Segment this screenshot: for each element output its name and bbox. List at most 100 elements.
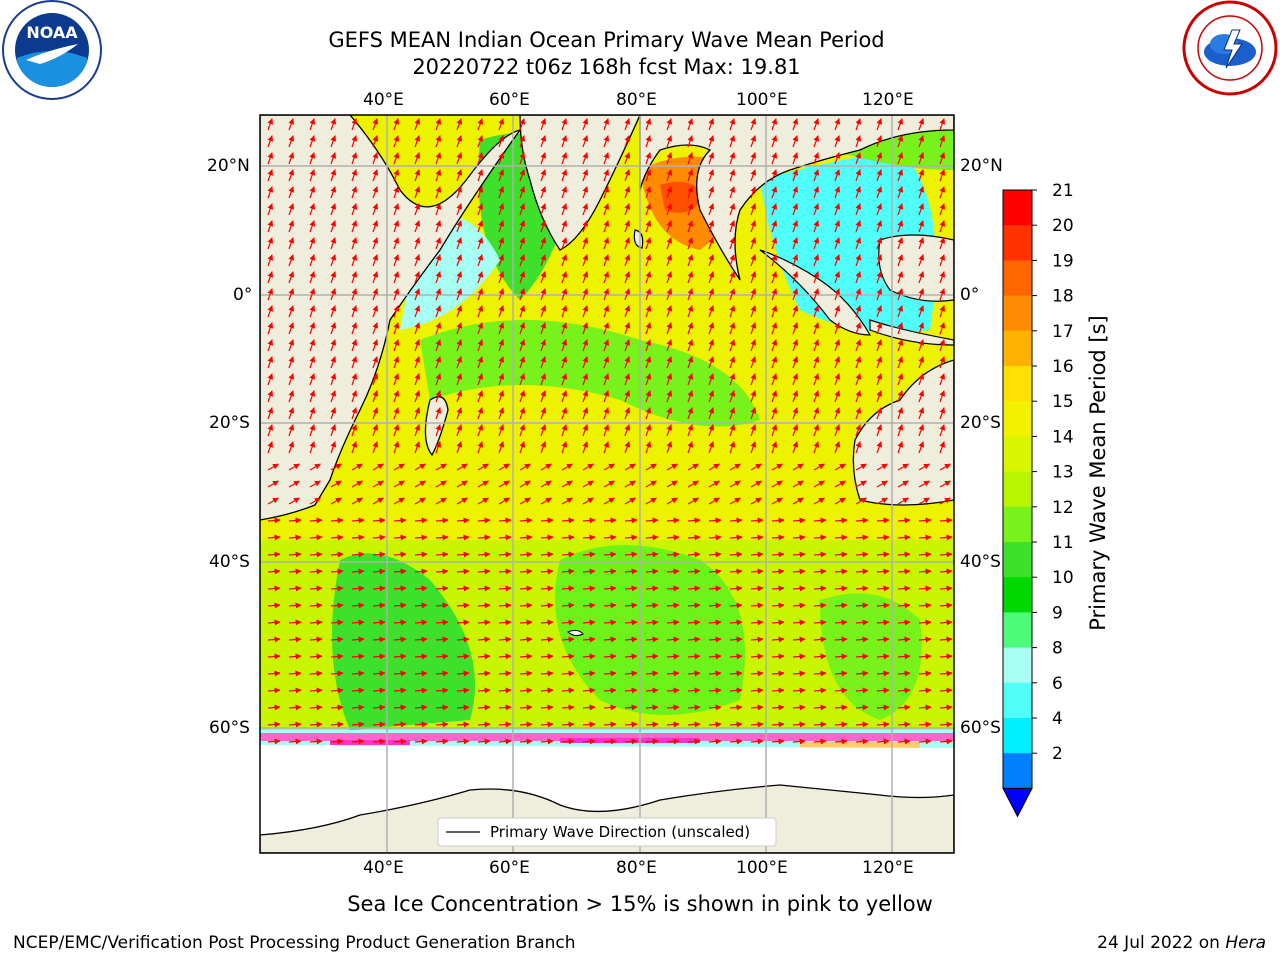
footer-date: 24 Jul 2022 on Hera <box>1097 933 1266 953</box>
wave-direction-arrow <box>918 237 925 250</box>
wave-direction-arrow <box>435 254 442 267</box>
wave-direction-arrow <box>519 339 526 352</box>
bottom-lon-tick-120e: 120°E <box>862 858 914 878</box>
wave-direction-arrow <box>855 585 869 592</box>
wave-direction-arrow <box>603 480 615 488</box>
wave-direction-arrow <box>435 186 442 199</box>
wave-direction-arrow <box>540 441 547 454</box>
wave-direction-arrow <box>834 203 841 216</box>
wave-direction-arrow <box>939 407 946 420</box>
colorbar-tick-label: 15 <box>1052 392 1074 412</box>
wave-direction-arrow <box>414 152 421 165</box>
wave-direction-arrow <box>645 390 652 403</box>
wave-direction-arrow <box>687 220 694 233</box>
wave-direction-arrow <box>519 186 526 199</box>
wave-direction-arrow <box>750 480 762 488</box>
wave-direction-arrow <box>519 118 526 131</box>
wave-direction-arrow <box>813 118 820 131</box>
wave-direction-arrow <box>876 390 883 403</box>
wave-direction-arrow <box>939 118 946 131</box>
wave-direction-arrow <box>603 636 617 643</box>
wave-direction-arrow <box>498 220 505 233</box>
wave-direction-arrow <box>288 568 302 575</box>
wave-direction-arrow <box>288 390 295 403</box>
wave-direction-arrow <box>834 356 841 369</box>
wave-direction-arrow <box>813 186 820 199</box>
wave-direction-arrow <box>687 407 694 420</box>
wave-direction-arrow <box>330 480 342 488</box>
wave-direction-arrow <box>750 271 757 284</box>
wave-direction-arrow <box>582 152 589 165</box>
wave-direction-arrow <box>372 551 386 558</box>
wave-direction-arrow <box>456 339 463 352</box>
wave-direction-arrow <box>771 356 778 369</box>
wave-direction-arrow <box>771 203 778 216</box>
wave-direction-arrow <box>372 636 386 643</box>
wave-direction-arrow <box>708 186 715 199</box>
wave-direction-arrow <box>687 517 701 524</box>
wave-direction-arrow <box>750 305 757 318</box>
wave-direction-arrow <box>687 636 701 643</box>
wave-direction-arrow <box>582 339 589 352</box>
wave-direction-arrow <box>561 463 573 471</box>
wave-direction-arrow <box>330 551 344 558</box>
wave-direction-arrow <box>750 585 764 592</box>
wave-direction-arrow <box>561 271 568 284</box>
wave-direction-arrow <box>456 152 463 165</box>
wave-direction-arrow <box>330 568 344 575</box>
wave-direction-arrow <box>687 118 694 131</box>
wave-direction-arrow <box>918 480 930 488</box>
wave-direction-arrow <box>918 602 932 609</box>
wave-direction-arrow <box>309 517 323 524</box>
wave-direction-arrow <box>351 602 365 609</box>
wave-direction-arrow <box>855 373 862 386</box>
wave-direction-arrow <box>876 602 890 609</box>
wave-direction-arrow <box>750 169 757 182</box>
wave-direction-arrow <box>729 497 741 505</box>
wave-direction-arrow <box>834 373 841 386</box>
wave-direction-arrow <box>645 424 652 437</box>
wave-direction-arrow <box>414 517 428 524</box>
wave-direction-arrow <box>561 254 568 267</box>
wave-direction-arrow <box>708 237 715 250</box>
wave-direction-arrow <box>939 356 946 369</box>
wave-direction-arrow <box>435 305 442 318</box>
wave-direction-arrow <box>834 186 841 199</box>
wave-direction-arrow <box>351 551 365 558</box>
colorbar-tick-label: 19 <box>1052 251 1074 271</box>
wave-direction-arrow <box>792 390 799 403</box>
wave-direction-arrow <box>498 373 505 386</box>
wave-direction-arrow <box>666 339 673 352</box>
wave-direction-arrow <box>519 441 526 454</box>
wave-direction-arrow <box>687 497 699 505</box>
wave-direction-arrow <box>435 619 449 626</box>
colorbar-tick-label: 21 <box>1052 181 1074 201</box>
wave-direction-arrow <box>267 118 274 131</box>
wave-direction-arrow <box>414 551 428 558</box>
wave-direction-arrow <box>666 619 680 626</box>
wave-direction-arrow <box>456 169 463 182</box>
wave-direction-arrow <box>771 118 778 131</box>
wave-direction-arrow <box>393 441 400 454</box>
wave-direction-arrow <box>897 254 904 267</box>
wave-direction-arrow <box>792 288 799 301</box>
wave-direction-arrow <box>477 463 489 471</box>
wave-direction-arrow <box>414 237 421 250</box>
wave-direction-arrow <box>666 585 680 592</box>
wave-direction-arrow <box>729 551 743 558</box>
wave-direction-arrow <box>456 373 463 386</box>
wave-direction-arrow <box>855 497 867 505</box>
colorbar-swatch <box>1003 682 1032 719</box>
wave-direction-arrow <box>435 653 449 660</box>
wave-direction-arrow <box>939 619 953 626</box>
colorbar-tick-label: 12 <box>1052 498 1074 518</box>
wave-direction-arrow <box>729 135 736 148</box>
wave-direction-arrow <box>414 186 421 199</box>
wave-direction-arrow <box>288 441 295 454</box>
wave-direction-arrow <box>834 463 846 471</box>
wave-direction-arrow <box>393 322 400 335</box>
wave-direction-arrow <box>372 619 386 626</box>
wave-direction-arrow <box>666 322 673 335</box>
wave-direction-arrow <box>750 424 757 437</box>
wave-direction-arrow <box>603 441 610 454</box>
